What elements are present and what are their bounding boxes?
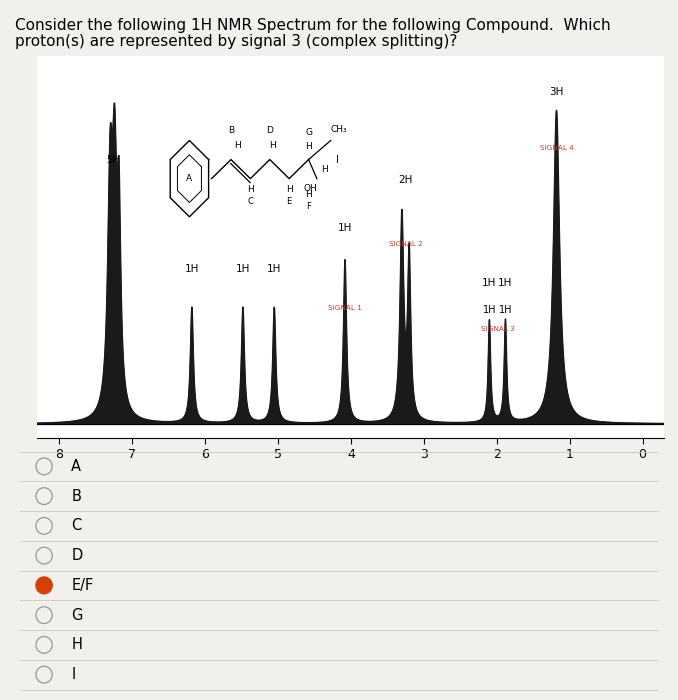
Text: G: G bbox=[305, 128, 312, 137]
Text: H: H bbox=[71, 638, 82, 652]
Text: 1H: 1H bbox=[236, 264, 250, 274]
Text: 1H: 1H bbox=[483, 305, 496, 315]
Text: proton(s) are represented by signal 3 (complex splitting)?: proton(s) are represented by signal 3 (c… bbox=[15, 34, 457, 48]
Text: A: A bbox=[186, 174, 193, 183]
Text: I: I bbox=[71, 667, 75, 682]
Text: SIGNAL 1: SIGNAL 1 bbox=[328, 305, 362, 312]
Text: CH₃: CH₃ bbox=[331, 125, 347, 134]
Text: F: F bbox=[306, 202, 311, 211]
Text: H: H bbox=[321, 164, 327, 174]
Text: H: H bbox=[234, 141, 241, 150]
Text: 3H: 3H bbox=[549, 87, 563, 97]
Text: B: B bbox=[228, 126, 234, 135]
Text: B: B bbox=[71, 489, 81, 503]
Text: D: D bbox=[71, 548, 83, 563]
Text: I: I bbox=[336, 155, 339, 164]
Text: H: H bbox=[247, 186, 254, 195]
Text: SIGNAL 4: SIGNAL 4 bbox=[540, 146, 574, 151]
Text: H: H bbox=[305, 190, 312, 199]
Text: 2H: 2H bbox=[399, 176, 413, 186]
Text: E: E bbox=[287, 197, 292, 206]
Text: 1H: 1H bbox=[338, 223, 352, 233]
Text: 1H: 1H bbox=[482, 278, 496, 288]
Text: C: C bbox=[247, 197, 254, 206]
Text: E/F: E/F bbox=[71, 578, 94, 593]
Text: 1H: 1H bbox=[499, 305, 512, 315]
Text: H: H bbox=[305, 142, 312, 151]
Text: 5H: 5H bbox=[106, 155, 121, 165]
Text: G: G bbox=[71, 608, 83, 622]
Text: OH: OH bbox=[304, 183, 317, 192]
Text: C: C bbox=[71, 519, 81, 533]
Text: 1H: 1H bbox=[267, 264, 281, 274]
Text: 1H: 1H bbox=[498, 278, 513, 288]
Text: H: H bbox=[269, 141, 276, 150]
Text: A: A bbox=[71, 459, 81, 474]
Text: SIGNAL 3: SIGNAL 3 bbox=[481, 326, 515, 332]
Text: H: H bbox=[286, 186, 292, 195]
Text: 1H: 1H bbox=[184, 264, 199, 274]
Text: SIGNAL 2: SIGNAL 2 bbox=[388, 241, 422, 247]
Text: D: D bbox=[266, 126, 273, 135]
Text: Consider the following 1H NMR Spectrum for the following Compound.  Which: Consider the following 1H NMR Spectrum f… bbox=[15, 18, 611, 33]
